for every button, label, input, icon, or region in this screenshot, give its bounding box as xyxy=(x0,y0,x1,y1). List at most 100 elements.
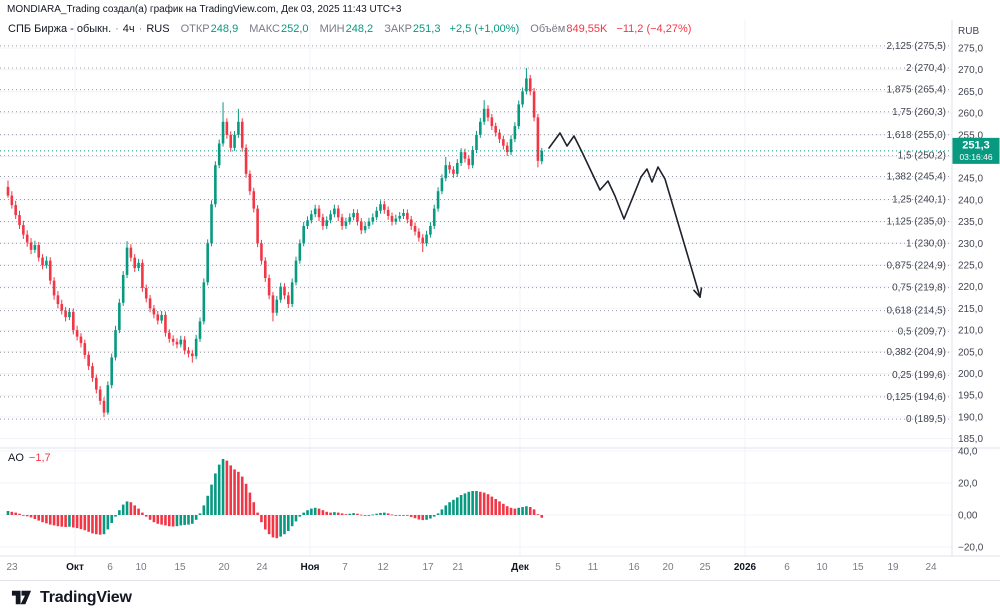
ao-bar xyxy=(509,507,513,515)
candle-body xyxy=(221,121,225,144)
footer-bar: TradingView xyxy=(0,580,1000,614)
ao-bar xyxy=(229,465,233,515)
candle-body xyxy=(87,354,90,367)
candle-body xyxy=(41,257,44,266)
price-tick-label: 225,0 xyxy=(958,261,983,272)
ao-bar xyxy=(125,501,129,515)
fib-level-label: 0,75 (219,8) xyxy=(892,283,946,294)
ao-bar xyxy=(37,515,41,521)
candle-body xyxy=(517,104,521,127)
price-axis[interactable]: RUB275,0270,0265,0260,0255,0250,0245,024… xyxy=(958,26,984,554)
fib-level-label: 1,618 (255,0) xyxy=(887,130,947,141)
ao-bar xyxy=(6,511,10,515)
ao-bar xyxy=(352,513,355,515)
ao-bar xyxy=(256,512,259,515)
candle-body xyxy=(171,338,175,342)
pane-separators[interactable] xyxy=(0,20,1000,557)
close-label: ЗАКР xyxy=(384,23,412,35)
ao-bar xyxy=(171,515,175,527)
candle-body xyxy=(175,341,179,345)
ao-bar xyxy=(194,515,198,520)
candle-body xyxy=(183,339,186,351)
candle-body xyxy=(83,343,87,355)
candle-body xyxy=(114,330,117,358)
price-tick-label: 190,0 xyxy=(958,412,983,423)
ao-label: AO xyxy=(8,452,24,464)
ao-bar xyxy=(398,515,401,516)
time-tick-label: Дек xyxy=(511,562,530,573)
fib-retracement-levels[interactable]: 2,125 (275,5) 2 (270,4) 1,875 (265,4) 1,75 … xyxy=(0,41,952,425)
candle-body xyxy=(144,288,148,299)
candle-body xyxy=(352,212,355,218)
ao-bar xyxy=(452,499,455,515)
ao-bar xyxy=(183,515,186,525)
candle-body xyxy=(498,132,501,140)
time-tick-label: 2026 xyxy=(734,562,757,573)
ao-bar xyxy=(160,515,163,525)
candle-body xyxy=(95,377,98,390)
candle-body xyxy=(10,195,14,206)
time-tick-label: 20 xyxy=(662,562,674,573)
fib-level-label: 1,75 (260,3) xyxy=(892,107,946,118)
ao-bar xyxy=(444,505,448,515)
candle-body xyxy=(344,221,348,226)
candle-body xyxy=(48,260,52,281)
candle-body xyxy=(110,357,113,386)
ao-bar xyxy=(98,515,102,535)
chart-area[interactable]: 2,125 (275,5) 2 (270,4) 1,875 (265,4) 1,75 … xyxy=(0,20,1000,580)
candle-body xyxy=(260,243,263,261)
tradingview-wordmark[interactable]: TradingView xyxy=(40,588,132,606)
ao-bar xyxy=(263,515,267,530)
forecast-arrow-drawing[interactable] xyxy=(548,132,703,298)
time-axis[interactable]: 23 Окт 6 10 15 20 24 Ноя 7 12 17 21 Дек 5 11 16 20 25 2026… xyxy=(6,562,937,573)
ao-bar xyxy=(525,506,528,515)
ao-bar xyxy=(52,515,56,526)
candle-body xyxy=(283,286,286,296)
ao-bar xyxy=(386,513,390,515)
candle-body xyxy=(402,212,405,216)
ao-bar xyxy=(371,514,375,516)
ao-indicator-legend[interactable]: AO −1,7 xyxy=(8,452,51,464)
time-tick-label: 24 xyxy=(256,562,268,573)
candle-body xyxy=(379,204,382,211)
candle-body xyxy=(18,215,21,226)
candle-body xyxy=(60,304,64,311)
tradingview-logo-icon[interactable] xyxy=(10,586,33,609)
candle-body xyxy=(329,214,332,221)
fib-level-label: 0,25 (199,6) xyxy=(892,370,946,381)
ao-tick-label: 0,00 xyxy=(958,511,978,522)
candle-body xyxy=(475,134,478,150)
fib-level-label: 0,875 (224,9) xyxy=(887,260,947,271)
ao-bar xyxy=(91,515,94,534)
price-tick-label: 215,0 xyxy=(958,304,983,315)
price-tick-label: 265,0 xyxy=(958,87,983,98)
candle-body xyxy=(359,221,363,231)
fib-level-label: 1 (230,0) xyxy=(906,238,946,249)
price-tick-label: 275,0 xyxy=(958,44,983,55)
candle-body xyxy=(271,295,275,313)
ao-bar xyxy=(321,510,325,515)
candle-body xyxy=(417,231,421,238)
secondary-change-value: −11,2 (−4,27%) xyxy=(616,23,692,35)
ao-bar xyxy=(325,511,329,515)
candle-body xyxy=(233,134,236,148)
open-value: 248,9 xyxy=(210,23,239,35)
ao-bar xyxy=(532,509,536,515)
candle-body xyxy=(536,117,540,161)
symbol-legend[interactable]: СПБ Биржа - обыкн. · 4ч · RUS ОТКР248,9 МАКС… xyxy=(8,23,691,35)
ao-bar xyxy=(14,512,17,515)
ao-bar xyxy=(179,515,183,526)
ao-bar xyxy=(87,515,90,532)
ao-bar xyxy=(129,502,133,515)
time-tick-label: 5 xyxy=(555,562,561,573)
time-tick-label: Ноя xyxy=(300,562,319,573)
ao-bar xyxy=(225,460,229,515)
price-chart[interactable]: 2,125 (275,5) 2 (270,4) 1,875 (265,4) 1,75 … xyxy=(0,20,1000,580)
current-price-badge[interactable]: 251,303:16:46 xyxy=(952,137,1000,164)
candle-body xyxy=(244,147,248,174)
ao-bar xyxy=(356,513,359,515)
legend-separator: · xyxy=(115,23,119,35)
price-tick-label: 245,0 xyxy=(958,174,983,185)
volume-value: 849,55K xyxy=(566,23,608,35)
ao-bar xyxy=(240,476,244,515)
